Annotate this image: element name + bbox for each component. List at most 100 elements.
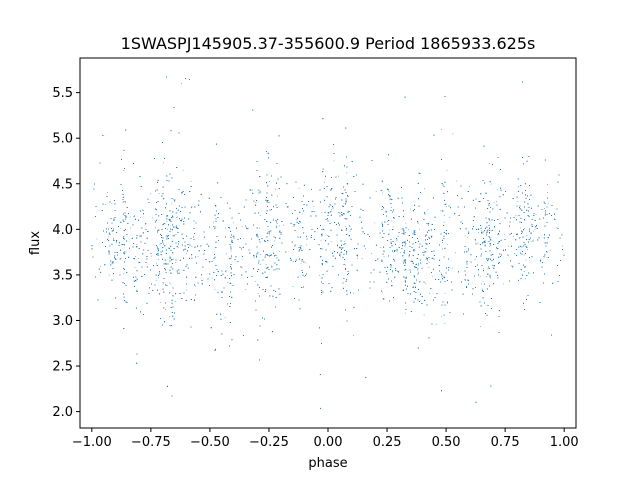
data-point bbox=[518, 186, 519, 188]
data-point bbox=[333, 160, 335, 162]
data-point bbox=[155, 279, 157, 281]
data-point bbox=[108, 236, 110, 238]
data-point bbox=[417, 273, 419, 275]
data-point bbox=[383, 256, 385, 258]
data-point bbox=[215, 226, 217, 228]
data-point bbox=[195, 285, 197, 287]
data-point bbox=[170, 283, 172, 285]
data-point bbox=[374, 222, 376, 224]
data-point bbox=[138, 257, 139, 259]
data-point bbox=[165, 309, 166, 310]
data-point bbox=[517, 234, 518, 235]
data-point bbox=[135, 256, 136, 257]
data-point bbox=[444, 323, 446, 324]
data-point bbox=[270, 265, 272, 267]
data-point bbox=[381, 192, 383, 194]
data-point bbox=[227, 282, 229, 283]
data-point bbox=[304, 276, 305, 277]
data-point bbox=[105, 203, 106, 205]
data-point bbox=[259, 227, 260, 229]
data-point bbox=[214, 288, 216, 290]
data-point bbox=[175, 234, 177, 235]
data-point bbox=[428, 267, 430, 268]
data-point bbox=[400, 252, 402, 254]
data-point bbox=[231, 240, 233, 242]
data-point bbox=[213, 221, 214, 223]
data-point bbox=[490, 183, 492, 185]
data-points bbox=[91, 76, 565, 409]
data-point bbox=[119, 228, 121, 229]
data-point bbox=[468, 249, 470, 251]
data-point bbox=[295, 219, 297, 221]
data-point bbox=[503, 283, 505, 285]
data-point bbox=[489, 246, 490, 247]
data-point bbox=[244, 289, 246, 290]
data-point bbox=[521, 231, 523, 233]
data-point bbox=[515, 215, 517, 217]
data-point bbox=[177, 247, 179, 249]
data-point bbox=[260, 214, 262, 216]
data-point bbox=[323, 181, 325, 183]
data-point bbox=[320, 240, 322, 242]
data-point bbox=[134, 267, 136, 268]
data-point bbox=[406, 276, 407, 278]
data-point bbox=[519, 237, 521, 238]
data-point bbox=[173, 259, 175, 261]
data-point bbox=[177, 216, 178, 218]
data-point bbox=[408, 229, 409, 230]
data-point bbox=[417, 270, 419, 272]
data-point bbox=[441, 316, 442, 317]
data-point bbox=[478, 232, 479, 234]
data-point bbox=[464, 279, 465, 281]
data-point bbox=[184, 249, 185, 250]
data-point bbox=[449, 217, 451, 218]
data-point bbox=[266, 236, 267, 238]
data-point bbox=[158, 193, 160, 194]
data-point bbox=[230, 250, 232, 252]
data-point bbox=[345, 226, 347, 228]
data-point bbox=[353, 335, 355, 336]
data-point bbox=[197, 255, 199, 257]
data-point bbox=[300, 262, 302, 264]
data-point bbox=[488, 163, 490, 164]
data-point bbox=[469, 186, 470, 188]
data-point bbox=[259, 264, 261, 265]
data-point bbox=[346, 172, 348, 174]
data-point bbox=[556, 227, 558, 229]
data-point bbox=[392, 271, 394, 273]
data-point bbox=[230, 283, 232, 284]
data-point bbox=[345, 264, 346, 266]
data-point bbox=[269, 234, 270, 236]
data-point bbox=[404, 230, 406, 232]
data-point bbox=[136, 244, 138, 245]
data-point bbox=[464, 235, 466, 237]
data-point bbox=[194, 246, 196, 248]
data-point bbox=[431, 275, 433, 277]
data-point bbox=[167, 229, 168, 230]
data-point bbox=[482, 280, 484, 282]
data-point bbox=[276, 225, 277, 227]
data-point bbox=[544, 208, 545, 209]
data-point bbox=[547, 192, 548, 193]
data-point bbox=[520, 227, 521, 229]
data-point bbox=[277, 195, 278, 197]
data-point bbox=[148, 231, 149, 232]
data-point bbox=[512, 236, 514, 237]
data-point bbox=[442, 248, 443, 250]
data-point bbox=[267, 240, 269, 242]
data-point bbox=[260, 254, 261, 255]
data-point bbox=[264, 254, 266, 256]
data-point bbox=[410, 208, 411, 210]
data-point bbox=[523, 254, 525, 256]
data-point bbox=[166, 221, 168, 222]
data-point bbox=[265, 264, 267, 265]
data-point bbox=[547, 242, 548, 244]
data-point bbox=[440, 210, 442, 212]
data-point bbox=[487, 259, 489, 260]
data-point bbox=[361, 258, 363, 259]
data-point bbox=[503, 233, 505, 235]
data-point bbox=[283, 224, 284, 226]
data-point bbox=[423, 314, 425, 316]
data-point bbox=[349, 230, 351, 232]
